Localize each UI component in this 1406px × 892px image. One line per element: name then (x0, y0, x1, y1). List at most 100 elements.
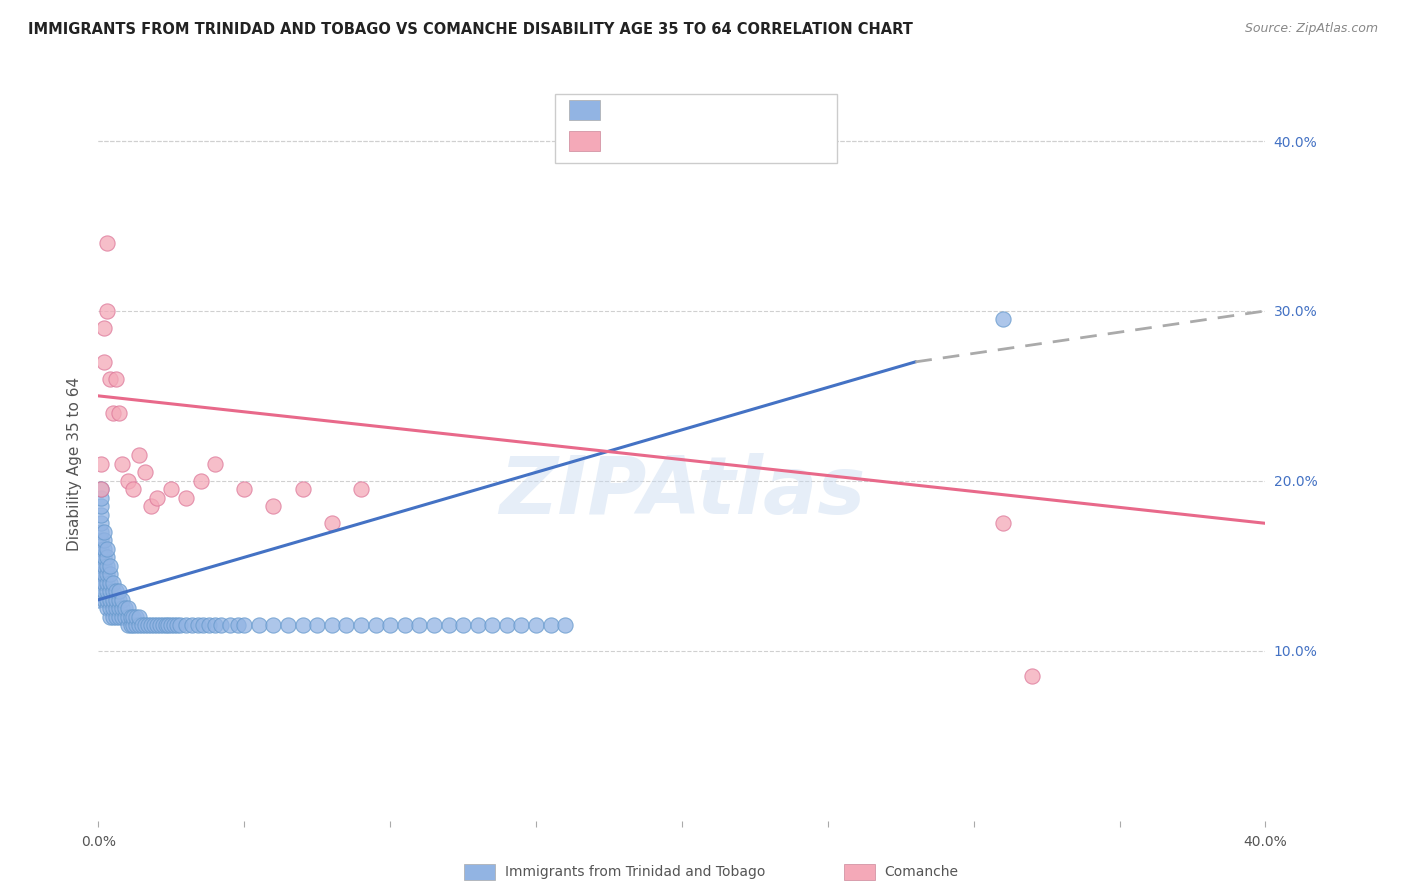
Point (98, 601, 121, 615)
Point (394, 618, 416, 632)
Point (131, 618, 153, 632)
Point (96, 550, 118, 565)
Point (160, 618, 183, 632)
Point (98, 609, 121, 624)
Point (93, 567, 115, 582)
Point (90, 483, 112, 497)
Point (155, 618, 177, 632)
Point (125, 618, 148, 632)
Text: 113: 113 (730, 103, 761, 117)
Point (233, 618, 256, 632)
Point (90, 524, 112, 539)
Point (247, 618, 270, 632)
Point (96, 567, 118, 582)
Point (96, 304, 118, 318)
Point (108, 592, 131, 607)
Point (540, 618, 562, 632)
Point (166, 618, 188, 632)
Point (87, 575, 110, 590)
Point (160, 483, 183, 497)
Point (96, 541, 118, 556)
Point (93, 533, 115, 548)
Point (125, 609, 148, 624)
Point (193, 618, 215, 632)
Point (134, 618, 156, 632)
Point (104, 584, 127, 599)
Text: Immigrants from Trinidad and Tobago: Immigrants from Trinidad and Tobago (505, 865, 765, 880)
Point (128, 609, 150, 624)
Point (111, 601, 134, 615)
Point (104, 601, 127, 615)
Text: 28: 28 (730, 134, 751, 148)
Point (98, 372, 121, 386)
Point (991, 516, 1014, 531)
Point (423, 618, 446, 632)
Point (98, 567, 121, 582)
Point (96, 575, 118, 590)
Point (291, 618, 314, 632)
Point (101, 584, 124, 599)
Point (134, 466, 156, 480)
Point (101, 575, 124, 590)
Point (146, 618, 169, 632)
Point (481, 618, 503, 632)
Point (122, 483, 145, 497)
Point (98, 575, 121, 590)
Point (991, 312, 1014, 326)
Point (90, 567, 112, 582)
Point (204, 457, 226, 471)
Point (90, 550, 112, 565)
Point (496, 618, 519, 632)
Point (93, 541, 115, 556)
Point (291, 483, 314, 497)
Text: R =: R = (610, 134, 644, 148)
Point (90, 483, 112, 497)
Point (90, 558, 112, 573)
Point (467, 618, 489, 632)
Point (117, 609, 139, 624)
Point (524, 618, 547, 632)
Point (262, 618, 284, 632)
Point (117, 601, 139, 615)
Point (108, 601, 131, 615)
Point (101, 601, 124, 615)
Text: N =: N = (688, 134, 731, 148)
Point (93, 550, 115, 565)
Point (128, 618, 150, 632)
Point (93, 558, 115, 573)
Point (96, 584, 118, 599)
Point (93, 355, 115, 369)
Point (111, 457, 134, 471)
Point (157, 618, 180, 632)
Point (104, 592, 127, 607)
Point (198, 618, 221, 632)
Point (93, 575, 115, 590)
Point (174, 618, 197, 632)
Point (93, 584, 115, 599)
Point (104, 609, 127, 624)
Point (262, 500, 284, 514)
Point (437, 618, 460, 632)
Point (228, 618, 250, 632)
Point (163, 618, 186, 632)
Text: R =: R = (610, 103, 644, 117)
Point (111, 609, 134, 624)
Point (122, 609, 145, 624)
Point (114, 609, 136, 624)
Point (169, 618, 191, 632)
Point (93, 321, 115, 335)
Text: ZIPAtlas: ZIPAtlas (499, 453, 865, 532)
Point (152, 618, 174, 632)
Point (277, 618, 299, 632)
Text: Comanche: Comanche (884, 865, 959, 880)
Point (104, 372, 127, 386)
Text: Source: ZipAtlas.com: Source: ZipAtlas.com (1244, 22, 1378, 36)
Point (96, 558, 118, 573)
Point (187, 618, 209, 632)
Point (139, 618, 162, 632)
Point (149, 618, 172, 632)
Point (90, 533, 112, 548)
Point (90, 541, 112, 556)
Point (101, 406, 124, 420)
Text: IMMIGRANTS FROM TRINIDAD AND TOBAGO VS COMANCHE DISABILITY AGE 35 TO 64 CORRELAT: IMMIGRANTS FROM TRINIDAD AND TOBAGO VS C… (28, 22, 912, 37)
